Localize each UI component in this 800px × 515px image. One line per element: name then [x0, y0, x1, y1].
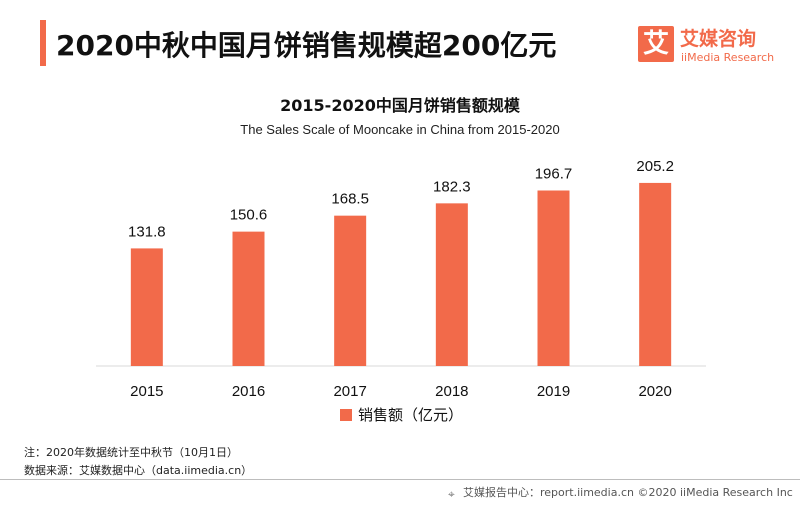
legend-label: 销售额（亿元） — [358, 406, 464, 424]
bar — [232, 231, 265, 366]
x-tick-label: 2016 — [232, 383, 265, 400]
data-label: 131.8 — [128, 223, 166, 240]
bar — [537, 190, 570, 366]
page-title: 2020中秋中国月饼销售规模超200亿元 — [56, 29, 557, 62]
bar-chart: 131.8 2015 150.6 2016 168.5 2017 182.3 2018 196.… — [96, 158, 706, 400]
logo-mark-icon: 艾 — [638, 26, 674, 62]
chart-title: 2015-2020中国月饼销售额规模 — [280, 96, 520, 115]
chart-legend: 销售额（亿元） — [340, 404, 463, 425]
report-center-icon: ⌖ — [448, 487, 455, 501]
data-label: 150.6 — [230, 207, 268, 224]
chart-subtitle: The Sales Scale of Mooncake in China fro… — [240, 122, 560, 137]
x-tick-label: 2018 — [435, 383, 468, 400]
data-label: 168.5 — [331, 191, 369, 208]
bar — [435, 203, 468, 366]
title-accent-bar — [40, 20, 46, 66]
x-tick-label: 2019 — [537, 383, 570, 400]
bar — [130, 248, 163, 366]
data-label: 205.2 — [636, 158, 674, 175]
bar — [639, 182, 672, 366]
footer: ⌖ 艾媒报告中心：report.iimedia.cn ©2020 iiMedia … — [448, 484, 793, 500]
iimedia-logo: 艾 艾媒咨询 iiMedia Research — [638, 22, 788, 72]
legend-swatch — [340, 409, 352, 421]
logo-name-cn: 艾媒咨询 — [680, 28, 757, 50]
x-tick-label: 2020 — [638, 383, 671, 400]
data-source: 数据来源：艾媒数据中心（data.iimedia.cn） — [24, 464, 253, 477]
data-label: 196.7 — [535, 166, 573, 183]
data-label: 182.3 — [433, 178, 471, 195]
x-tick-label: 2017 — [333, 383, 366, 400]
bar — [334, 215, 367, 366]
logo-name-en: iiMedia Research — [681, 51, 775, 64]
footer-divider — [0, 479, 800, 480]
data-note: 注：2020年数据统计至中秋节（10月1日） — [24, 446, 238, 459]
x-tick-label: 2015 — [130, 383, 163, 400]
footer-text: 艾媒报告中心：report.iimedia.cn ©2020 iiMedia R… — [463, 486, 793, 499]
